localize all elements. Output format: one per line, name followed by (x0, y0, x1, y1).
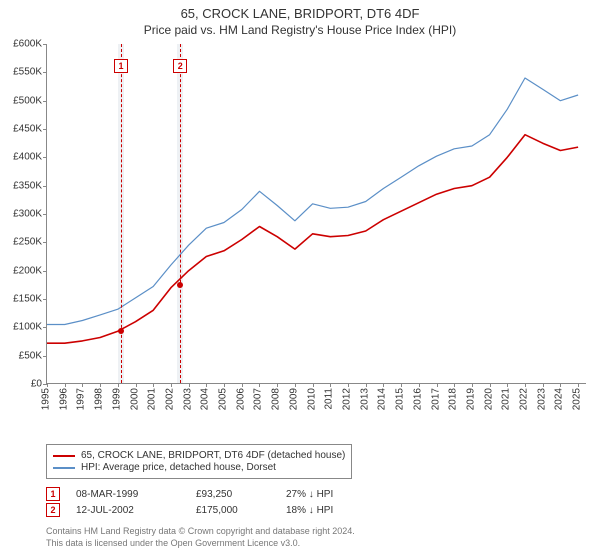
sales-date: 08-MAR-1999 (76, 489, 196, 500)
x-tick-label: 2024 (554, 388, 565, 410)
x-tick-label: 2001 (147, 388, 158, 410)
x-tick-label: 2017 (430, 388, 441, 410)
event-marker: 1 (114, 59, 128, 73)
x-tick-label: 2015 (395, 388, 406, 410)
series-line (47, 78, 578, 325)
x-tick-label: 2000 (129, 388, 140, 410)
event-line (180, 44, 181, 383)
x-tick-label: 2004 (200, 388, 211, 410)
x-tick-label: 1998 (94, 388, 105, 410)
sales-row: 1 08-MAR-1999£93,25027% ↓ HPI (46, 486, 366, 502)
y-tick-label: £600K (0, 39, 42, 50)
legend-row: HPI: Average price, detached house, Dors… (53, 462, 345, 473)
sales-row: 2 12-JUL-2002£175,00018% ↓ HPI (46, 502, 366, 518)
legend: 65, CROCK LANE, BRIDPORT, DT6 4DF (detac… (46, 444, 352, 479)
x-tick-label: 1997 (76, 388, 87, 410)
x-tick-label: 1995 (41, 388, 52, 410)
y-tick-label: £300K (0, 209, 42, 220)
y-tick-label: £400K (0, 152, 42, 163)
legend-label: 65, CROCK LANE, BRIDPORT, DT6 4DF (detac… (81, 450, 345, 461)
y-tick-label: £100K (0, 322, 42, 333)
x-tick-label: 2009 (288, 388, 299, 410)
y-tick-label: £350K (0, 180, 42, 191)
plot-area: 12 (46, 44, 586, 384)
y-tick-label: £450K (0, 124, 42, 135)
x-tick-label: 2003 (182, 388, 193, 410)
chart: 12 £0£50K£100K£150K£200K£250K£300K£350K£… (46, 44, 586, 404)
sales-diff: 18% ↓ HPI (286, 505, 366, 516)
sales-marker: 2 (46, 503, 60, 517)
event-point (177, 282, 183, 288)
sales-date: 12-JUL-2002 (76, 505, 196, 516)
y-tick-label: £0 (0, 379, 42, 390)
y-tick-label: £150K (0, 294, 42, 305)
legend-label: HPI: Average price, detached house, Dors… (81, 462, 276, 473)
legend-row: 65, CROCK LANE, BRIDPORT, DT6 4DF (detac… (53, 450, 345, 461)
y-tick-label: £200K (0, 265, 42, 276)
x-tick-label: 2018 (448, 388, 459, 410)
legend-swatch (53, 467, 75, 469)
y-tick-label: £50K (0, 350, 42, 361)
x-tick-label: 2025 (572, 388, 583, 410)
y-tick-label: £550K (0, 67, 42, 78)
x-tick-label: 2002 (164, 388, 175, 410)
attribution: Contains HM Land Registry data © Crown c… (46, 526, 355, 549)
attribution-line2: This data is licensed under the Open Gov… (46, 538, 355, 550)
x-tick-label: 2016 (412, 388, 423, 410)
x-tick-label: 2007 (253, 388, 264, 410)
x-tick-label: 2013 (359, 388, 370, 410)
x-tick-label: 2021 (501, 388, 512, 410)
x-tick-label: 1999 (111, 388, 122, 410)
x-tick-label: 2011 (324, 388, 335, 410)
sales-marker: 1 (46, 487, 60, 501)
event-point (118, 328, 124, 334)
sales-table: 1 08-MAR-1999£93,25027% ↓ HPI 2 12-JUL-2002… (46, 486, 366, 518)
event-marker: 2 (173, 59, 187, 73)
x-tick-label: 2006 (235, 388, 246, 410)
x-tick-label: 2020 (483, 388, 494, 410)
x-tick-label: 2012 (341, 388, 352, 410)
title-sub: Price paid vs. HM Land Registry's House … (0, 23, 600, 37)
title-main: 65, CROCK LANE, BRIDPORT, DT6 4DF (0, 6, 600, 21)
sales-price: £93,250 (196, 489, 286, 500)
chart-container: 65, CROCK LANE, BRIDPORT, DT6 4DF Price … (0, 0, 600, 560)
x-tick-label: 2005 (218, 388, 229, 410)
x-tick-label: 1996 (58, 388, 69, 410)
attribution-line1: Contains HM Land Registry data © Crown c… (46, 526, 355, 538)
x-tick-label: 2008 (271, 388, 282, 410)
legend-swatch (53, 455, 75, 457)
x-tick-label: 2010 (306, 388, 317, 410)
x-tick-label: 2014 (377, 388, 388, 410)
x-tick-label: 2022 (519, 388, 530, 410)
title-block: 65, CROCK LANE, BRIDPORT, DT6 4DF Price … (0, 0, 600, 37)
chart-lines (47, 44, 587, 384)
x-tick-label: 2023 (536, 388, 547, 410)
sales-price: £175,000 (196, 505, 286, 516)
series-line (47, 135, 578, 344)
x-tick-label: 2019 (465, 388, 476, 410)
y-tick-label: £500K (0, 95, 42, 106)
y-tick-label: £250K (0, 237, 42, 248)
sales-diff: 27% ↓ HPI (286, 489, 366, 500)
